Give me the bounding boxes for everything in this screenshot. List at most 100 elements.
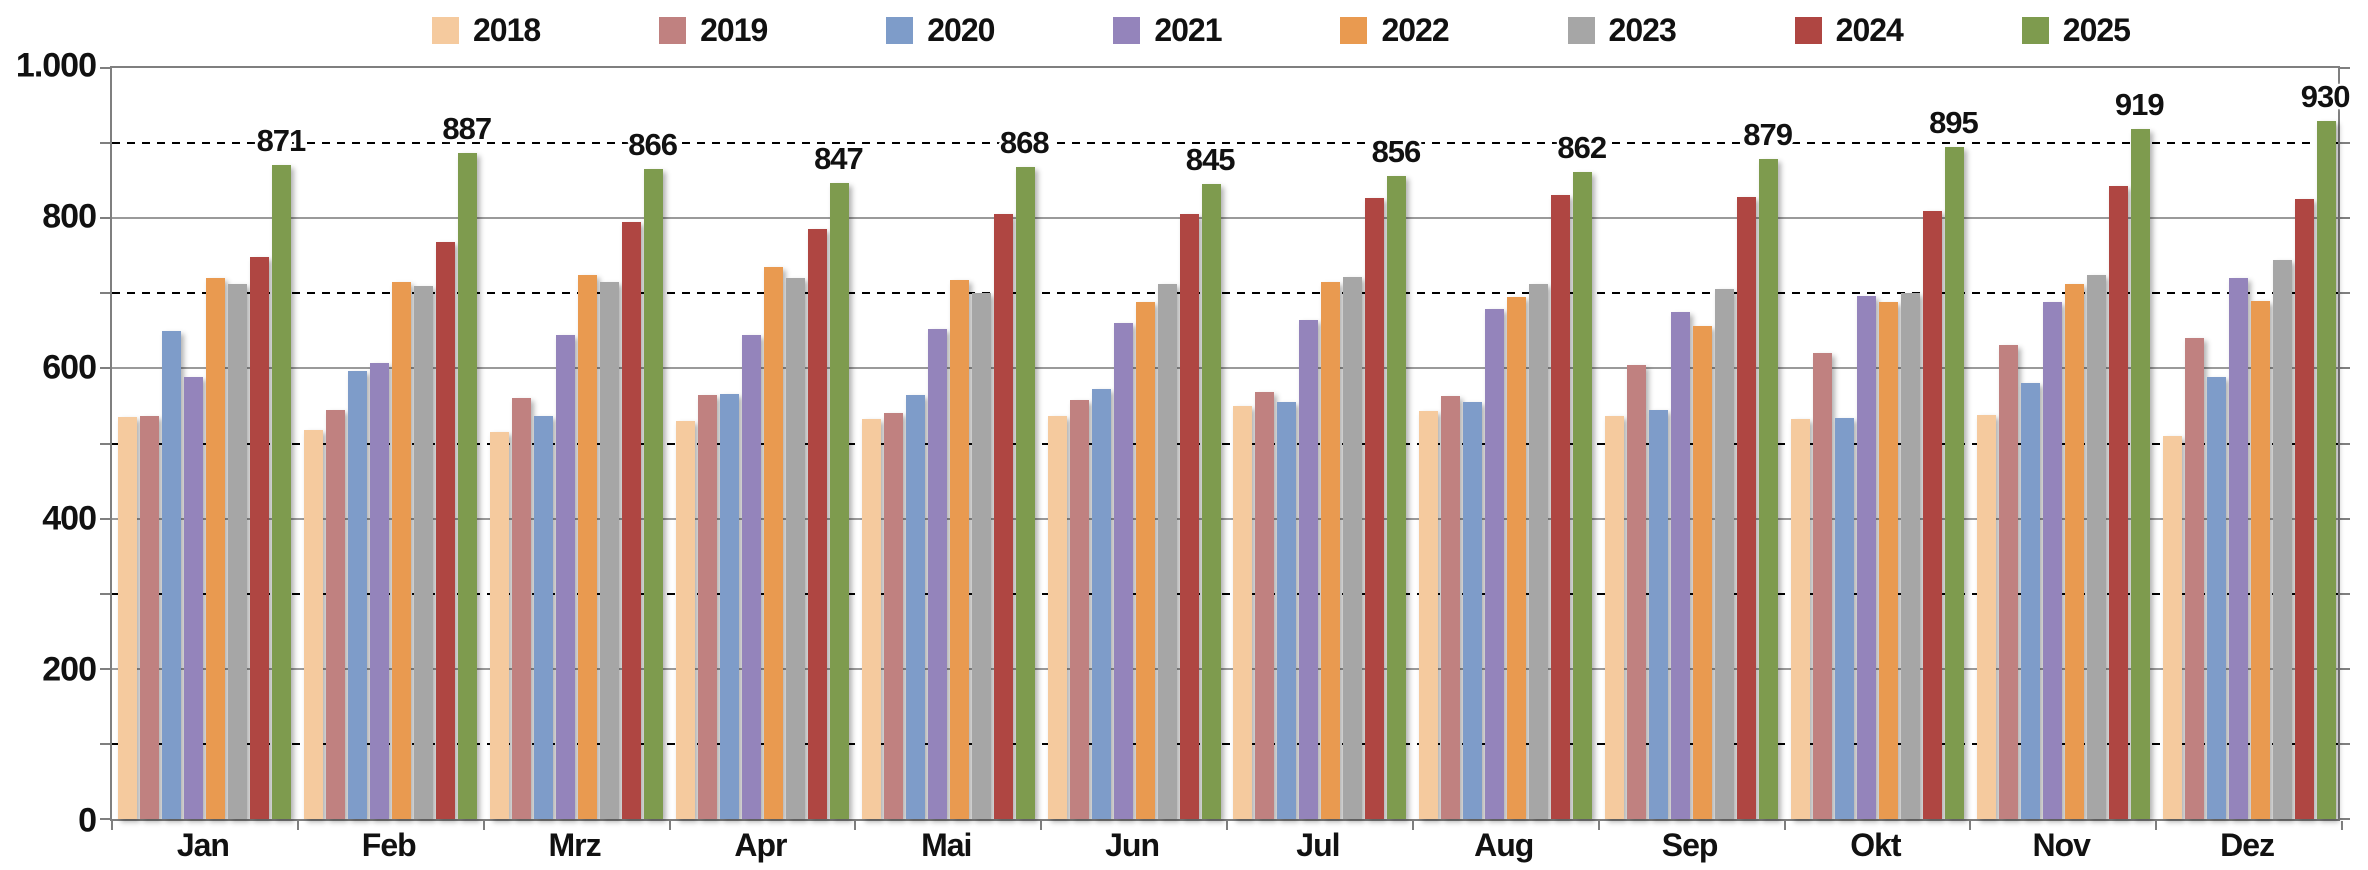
bar-2023-Jun [1157, 284, 1177, 819]
bar-group-Mrz: 866 [484, 68, 678, 819]
bar-2018-Mai [861, 419, 881, 819]
axis-tick [2339, 667, 2350, 670]
category-boundary-tick [1411, 821, 1414, 830]
bar-2024-Jun [1179, 214, 1199, 819]
bar-2025-Jun: 845 [1186, 142, 1235, 819]
bar-2024-Nov [2108, 185, 2128, 819]
bar-2018-Aug [1419, 411, 1439, 819]
bar-2021-Aug [1485, 309, 1505, 819]
x-tick-label-Mrz: Mrz [548, 827, 602, 863]
bar-2022-Jul [1321, 282, 1341, 819]
data-label: 930 [2300, 78, 2351, 114]
bar-2020-Jan [162, 330, 182, 819]
bar-2022-Dez [2250, 300, 2270, 819]
bar-2020-Feb [348, 370, 368, 819]
bar-2020-Nov [2020, 383, 2040, 819]
bar-2019-Jan [140, 415, 160, 819]
bar-2024-Feb [436, 242, 456, 819]
legend-item-2024: 2024 [1794, 11, 1904, 49]
x-tick-label-Nov: Nov [2032, 827, 2091, 863]
bar-group-Jul: 856 [1227, 68, 1421, 819]
bar-2021-Jul [1299, 319, 1319, 819]
bar-2021-Jun [1113, 323, 1133, 819]
bar-2018-Jul [1233, 405, 1253, 819]
gridline-minor [112, 742, 2338, 745]
category-boundary-tick [1783, 821, 1786, 830]
axis-tick [100, 67, 111, 69]
bar-2022-Jun [1135, 302, 1155, 819]
legend-swatch-icon [2021, 16, 2049, 44]
bar-2020-Sep [1649, 409, 1669, 819]
bar-2018-Apr [675, 420, 695, 819]
axis-tick [100, 592, 111, 595]
axis-tick [2339, 292, 2350, 295]
bar-2020-Mai [905, 394, 925, 819]
bar-2025-Dez: 930 [2301, 79, 2350, 819]
bar-2023-Nov [2086, 274, 2106, 819]
bar-group-Feb: 887 [298, 68, 492, 819]
bar-2019-Sep [1627, 364, 1647, 819]
legend-swatch-icon [432, 16, 459, 44]
gridline-major [112, 367, 2338, 370]
axis-tick [2339, 367, 2350, 370]
bar-2019-Okt [1812, 353, 1832, 819]
axis-tick [100, 517, 111, 520]
bar-2020-Dez [2206, 376, 2226, 819]
bar-2022-Feb [392, 282, 412, 819]
bar-2022-Aug [1507, 297, 1527, 819]
data-label: 847 [814, 140, 864, 176]
data-label: 856 [1371, 134, 1422, 170]
bar-2018-Sep [1605, 416, 1625, 819]
data-label: 895 [1929, 104, 1979, 140]
bar-2019-Aug [1441, 396, 1461, 819]
bar-2025-Jan: 871 [257, 123, 306, 819]
legend-label: 2024 [1835, 11, 1904, 48]
bar-2018-Mrz [490, 432, 510, 819]
category-boundary-tick [1597, 821, 1600, 830]
bar-2025-Mrz: 866 [628, 127, 678, 819]
bar-2020-Mrz [534, 415, 554, 819]
legend: 2018 2019 2020 2021 2022 2023 2024 2025 [432, 10, 2131, 50]
y-tick-label: 1.000 [15, 46, 97, 85]
bar-2023-Sep [1715, 288, 1735, 819]
bar-2018-Jan [118, 417, 138, 819]
bar-2019-Jun [1069, 399, 1089, 819]
bar-2018-Feb [304, 429, 324, 819]
category-boundary-tick [854, 821, 857, 830]
data-label: 845 [1185, 142, 1236, 178]
bar-2023-Aug [1529, 284, 1549, 819]
axis-tick [2339, 818, 2350, 820]
gridline-minor [112, 442, 2338, 445]
bar-2025-Aug: 862 [1557, 130, 1607, 819]
legend-swatch-icon [1113, 16, 1141, 44]
axis-tick [100, 142, 111, 145]
bar-2018-Dez [2162, 436, 2182, 819]
bar-2022-Mrz [578, 274, 598, 819]
legend-label: 2025 [2062, 11, 2131, 48]
bar-2025-Okt: 895 [1929, 105, 1979, 819]
bar-group-Aug: 862 [1413, 68, 1607, 819]
axis-tick [2339, 592, 2350, 595]
bar-2025-Sep: 879 [1743, 117, 1793, 819]
bar-2023-Dez [2272, 259, 2292, 819]
bar-group-Dez: 930 [2156, 68, 2350, 819]
data-label: 866 [628, 126, 678, 162]
legend-swatch-icon [886, 16, 914, 44]
legend-label: 2021 [1154, 11, 1222, 48]
bar-2019-Nov [1998, 345, 2018, 819]
y-tick-label: 200 [42, 650, 97, 689]
bar-2021-Nov [2042, 301, 2062, 819]
y-tick-label: 800 [42, 197, 97, 236]
bar-group-Jun: 845 [1041, 68, 1235, 819]
bar-2018-Jun [1047, 415, 1067, 819]
bar-2023-Jan [228, 283, 248, 819]
legend-label: 2019 [700, 11, 768, 48]
bar-group-Sep: 879 [1599, 68, 1793, 819]
bar-2022-Jan [206, 278, 226, 819]
y-tick-label: 0 [78, 801, 97, 840]
legend-item-2020: 2020 [886, 12, 995, 49]
bar-2022-Nov [2064, 283, 2084, 819]
bar-2022-Okt [1878, 302, 1898, 819]
bar-2020-Jul [1277, 402, 1297, 819]
bar-2024-Aug [1551, 194, 1571, 819]
